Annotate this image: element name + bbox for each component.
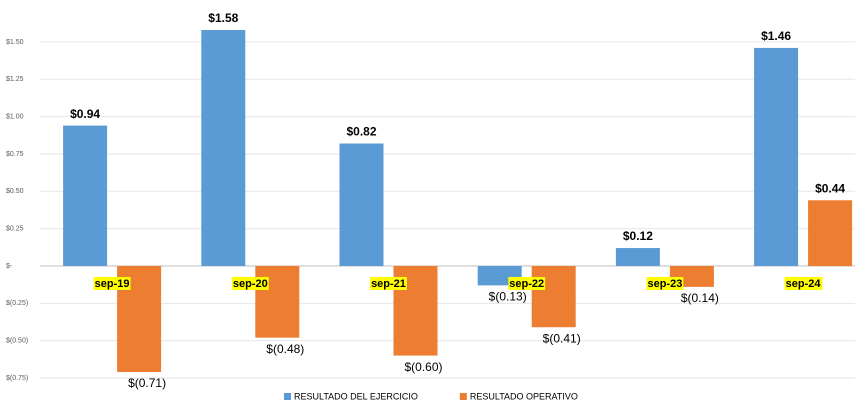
category-highlight (370, 276, 407, 290)
data-label: $0.12 (623, 229, 653, 243)
legend-swatch (459, 393, 467, 400)
category-highlight (784, 276, 823, 290)
y-tick-label: $- (6, 263, 13, 270)
bar (754, 47, 799, 266)
legend-label: RESULTADO DEL EJERCICIO (294, 391, 418, 401)
category-highlight (93, 276, 131, 290)
bar (808, 200, 853, 266)
data-label: $(0.14) (681, 291, 719, 305)
y-tick-label: $(0.75) (6, 375, 28, 382)
bar (63, 125, 108, 266)
bar (201, 29, 246, 266)
category-highlight (231, 276, 269, 290)
x-tick-label: sep-23 (647, 278, 682, 290)
x-tick-label: sep-22 (509, 278, 544, 290)
data-label: $(0.60) (404, 360, 442, 374)
data-label: $1.58 (208, 11, 238, 25)
y-tick-label: $1.50 (6, 39, 24, 46)
legend-swatch (284, 393, 291, 400)
category-highlight (646, 276, 684, 290)
data-label: $0.82 (346, 125, 376, 139)
x-tick-label: sep-19 (95, 278, 130, 290)
data-label: $0.94 (70, 107, 100, 121)
bar (531, 265, 576, 328)
y-tick-label: $1.25 (6, 76, 24, 83)
data-label: $(0.41) (543, 331, 581, 345)
y-tick-label: $(0.25) (6, 300, 28, 307)
legend-label: RESULTADO OPERATIVO (470, 391, 578, 401)
y-tick-label: $0.75 (6, 151, 24, 158)
category-highlight (508, 276, 546, 290)
data-label: $0.44 (815, 181, 845, 195)
y-tick-label: $0.50 (6, 188, 24, 195)
bar (255, 265, 300, 338)
bar (615, 248, 660, 266)
x-tick-label: sep-20 (233, 278, 268, 290)
data-label: $(0.71) (128, 376, 166, 390)
data-label: $(0.48) (266, 342, 304, 356)
data-label: $1.46 (761, 29, 791, 43)
y-tick-label: $0.25 (6, 225, 24, 232)
y-tick-label: $1.00 (6, 113, 24, 120)
x-tick-label: sep-24 (786, 278, 822, 290)
data-label: $(0.13) (489, 290, 527, 304)
x-tick-label: sep-21 (371, 278, 406, 290)
bar (339, 143, 384, 266)
y-tick-label: $(0.50) (6, 338, 28, 345)
